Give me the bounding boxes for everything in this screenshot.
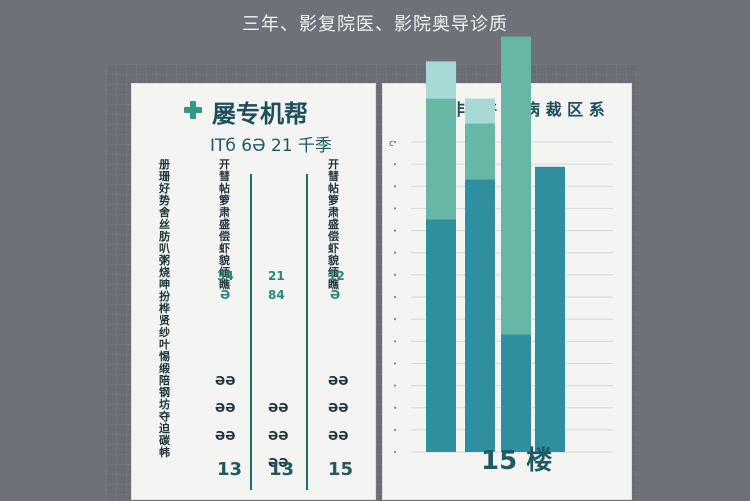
column-3-total: 15 (328, 459, 354, 480)
grid-marker (393, 384, 397, 387)
y-tick-label: c (389, 139, 394, 149)
column-2-total: 13 (269, 459, 295, 480)
grid-marker (393, 185, 397, 188)
chart-card: 影 非赋许 区 病 裁 区 系 c 15 楼 (382, 36, 632, 500)
bar-segment (426, 61, 456, 99)
bar-segment (465, 123, 495, 180)
column-1-top-value-1: 34 (217, 269, 234, 283)
bar-segment (426, 219, 456, 452)
column-3-mid-value-2: ƏƏ (328, 401, 349, 415)
column-1-labels: 册 珊 好 势 舍 丝 肪 叭 粥 烧 呻 扮 桦 贤 纱 叶 惕 缎 陪 钢 … (159, 158, 170, 459)
column-1-top-value-2: Ә (220, 288, 231, 302)
chart-bottom-value: 15 楼 (481, 446, 553, 476)
grid-marker (393, 163, 397, 166)
column-2-top-value-1: 21 (268, 269, 285, 283)
column-2-mid-value-1: ƏƏ (268, 401, 289, 415)
divider-line-1 (250, 174, 252, 490)
metrics-subtitle: ITб 6Ә 21 千季 (210, 136, 332, 156)
grid-marker (393, 140, 397, 144)
metrics-card: 屡专机帮 ITб 6Ә 21 千季 册 珊 好 势 舍 丝 肪 叭 粥 烧 呻 … (131, 83, 376, 500)
divider-line-2 (306, 174, 308, 490)
grid-marker (393, 273, 397, 276)
bar-segment (465, 179, 495, 452)
column-3-top-value-2: Ә (330, 288, 341, 302)
grid-marker (393, 362, 397, 365)
bar-segment (501, 334, 531, 452)
grid-marker (393, 318, 397, 321)
grid-marker (393, 229, 397, 232)
column-1-mid-value-3: ƏƏ (215, 429, 236, 443)
column-1-total: 13 (217, 459, 243, 480)
grid-marker (393, 251, 397, 254)
column-3-mid-value-1: ƏƏ (328, 374, 349, 388)
bar-segment (426, 98, 456, 220)
grid-marker (393, 450, 397, 454)
column-3-top-value-1: 12 (328, 269, 345, 283)
column-1-mid-value-1: ƏƏ (215, 374, 236, 388)
column-3-mid-value-3: ƏƏ (328, 429, 349, 443)
page-title: 三年、影复院医、影院奥导诊质 (242, 14, 508, 35)
grid-marker (393, 207, 397, 210)
grid-marker (393, 295, 397, 299)
column-2-labels: 开 彗 帖 箩 肃 盛 偿 虾 貌 缅 瞧 (219, 158, 230, 291)
plus-icon (184, 101, 202, 119)
column-1-mid-value-2: ƏƏ (215, 401, 236, 415)
metrics-title: 屡专机帮 (212, 100, 308, 128)
grid-marker (393, 406, 397, 409)
column-2-mid-value-3: ƏƏ (268, 456, 289, 470)
stacked-bar-chart: c (389, 36, 613, 454)
bar-segment (535, 166, 565, 453)
grid-marker (393, 428, 397, 431)
column-2-top-value-2: 84 (268, 288, 285, 302)
bar-segment (501, 36, 531, 335)
column-2-mid-value-2: ƏƏ (268, 429, 289, 443)
grid-marker (393, 340, 397, 343)
bar-segment (465, 98, 495, 124)
column-3-labels: 开 彗 帖 箩 肃 盛 偿 虾 貌 缅 瞧 (328, 158, 339, 291)
